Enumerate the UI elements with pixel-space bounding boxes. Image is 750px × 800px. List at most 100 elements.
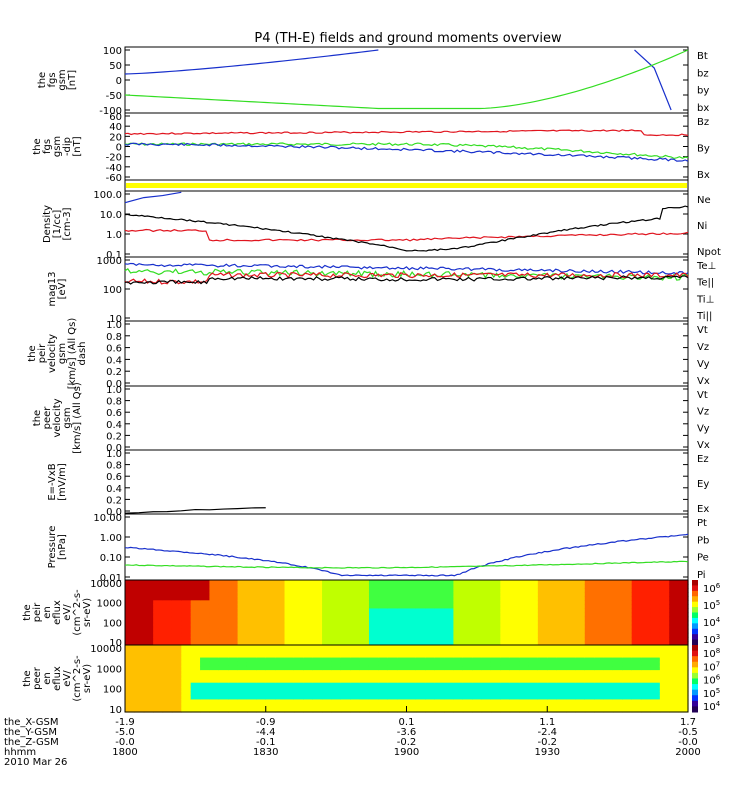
ion-spectrogram-cell xyxy=(397,632,408,638)
ion-spectrogram-cell xyxy=(143,584,154,589)
panel-p10-ylabel: eV/ xyxy=(62,670,73,687)
ion-spectrogram-cell xyxy=(275,632,286,638)
electron-spectrogram-cell xyxy=(246,645,257,650)
ion-spectrogram-cell xyxy=(171,592,182,597)
ion-spectrogram-cell xyxy=(265,616,276,622)
panel-p3-ylabel: [cm-3] xyxy=(62,207,73,240)
electron-spectrogram-cell xyxy=(612,699,623,705)
electron-spectrogram-cell xyxy=(303,682,314,688)
ion-spectrogram-cell xyxy=(622,616,633,622)
ion-spectrogram-cell xyxy=(547,604,558,610)
electron-spectrogram-cell xyxy=(331,707,342,713)
ion-spectrogram-cell xyxy=(547,624,558,630)
electron-spectrogram-cell xyxy=(162,695,173,701)
ion-spectrogram-cell xyxy=(275,636,286,642)
ion-spectrogram-cell xyxy=(556,624,567,630)
electron-spectrogram-cell xyxy=(453,645,464,650)
electron-spectrogram-cell xyxy=(322,682,333,688)
ion-spectrogram-cell xyxy=(256,592,267,597)
panel-p1-ytick-label: -50 xyxy=(106,91,122,102)
ion-spectrogram-cell xyxy=(209,616,220,622)
electron-spectrogram-cell xyxy=(659,707,670,713)
electron-spectrogram-cell xyxy=(500,674,511,680)
electron-spectrogram-cell xyxy=(481,645,492,650)
ion-spectrogram-cell xyxy=(350,580,361,585)
ion-spectrogram-cell xyxy=(528,588,539,593)
ion-spectrogram-cell xyxy=(528,596,539,601)
electron-spectrogram-cell xyxy=(566,678,576,684)
ion-spectrogram-cell xyxy=(209,596,220,601)
ion-spectrogram-cell xyxy=(397,588,408,593)
ion-spectrogram-cell xyxy=(256,632,267,638)
electron-spectrogram-cell xyxy=(415,699,426,705)
panel-p9-ylabel: sr-eV) xyxy=(82,598,93,627)
xaxis-row-label: the_Z-GSM xyxy=(4,737,59,748)
electron-spectrogram-cell xyxy=(350,686,361,692)
electron-spectrogram-cell xyxy=(537,678,548,684)
electron-spectrogram-cell xyxy=(659,703,670,709)
ion-spectrogram-cell xyxy=(509,612,520,618)
ion-spectrogram-cell xyxy=(500,620,511,626)
electron-spectrogram-cell xyxy=(143,661,154,667)
electron-spectrogram-cell xyxy=(134,703,145,709)
electron-spectrogram-cell xyxy=(575,686,586,692)
electron-spectrogram-cell xyxy=(284,695,295,701)
ion-spectrogram-cell xyxy=(209,612,220,618)
electron-spectrogram-cell xyxy=(622,703,633,709)
electron-spectrogram-cell xyxy=(265,657,276,663)
electron-spectrogram-cell xyxy=(312,649,323,654)
electron-spectrogram-cell xyxy=(406,649,417,654)
ion-spectrogram-cell xyxy=(500,600,511,605)
ion-spectrogram-cell xyxy=(190,640,201,646)
electron-spectrogram-cell xyxy=(556,645,567,650)
electron-spectrogram-cell xyxy=(190,657,201,663)
ion-spectrogram-cell xyxy=(434,604,445,610)
electron-spectrogram-cell xyxy=(125,657,135,663)
panel-p9-colorbar-label: 104 xyxy=(703,616,721,629)
electron-spectrogram-cell xyxy=(650,699,661,705)
ion-spectrogram-cell xyxy=(312,604,323,610)
ion-spectrogram-cell xyxy=(237,604,248,610)
ion-spectrogram-cell xyxy=(284,624,295,630)
ion-spectrogram-cell xyxy=(378,584,389,589)
electron-spectrogram-cell xyxy=(453,686,464,692)
electron-spectrogram-cell xyxy=(368,665,379,671)
ion-spectrogram-cell xyxy=(556,628,567,634)
ion-spectrogram-cell xyxy=(378,600,389,605)
ion-spectrogram-cell xyxy=(284,620,295,626)
ion-spectrogram-cell xyxy=(641,580,652,585)
electron-spectrogram-cell xyxy=(181,665,192,671)
ion-spectrogram-cell xyxy=(171,632,182,638)
electron-spectrogram-cell xyxy=(575,674,586,680)
electron-spectrogram-cell xyxy=(256,665,267,671)
electron-spectrogram-cell xyxy=(293,670,304,675)
ion-spectrogram-cell xyxy=(603,636,614,642)
ion-spectrogram-cell xyxy=(256,620,267,626)
ion-spectrogram-cell xyxy=(134,616,145,622)
electron-spectrogram-cell xyxy=(284,653,295,659)
ion-spectrogram-cell xyxy=(575,636,586,642)
electron-spectrogram-cell xyxy=(200,691,211,696)
electron-spectrogram-cell xyxy=(275,657,286,663)
electron-spectrogram-cell xyxy=(397,686,408,692)
ion-spectrogram-cell xyxy=(519,580,530,585)
ion-spectrogram-cell xyxy=(575,632,586,638)
ion-spectrogram-cell xyxy=(293,612,304,618)
ion-spectrogram-cell xyxy=(575,608,586,614)
ion-spectrogram-cell xyxy=(200,636,211,642)
ion-spectrogram-cell xyxy=(669,636,680,642)
ion-spectrogram-cell xyxy=(387,584,398,589)
ion-spectrogram-cell xyxy=(678,624,689,630)
xaxis-value: -0.2 xyxy=(537,737,557,748)
electron-spectrogram-cell xyxy=(425,661,436,667)
ion-spectrogram-cell xyxy=(237,624,248,630)
ion-spectrogram-cell xyxy=(537,584,548,589)
xaxis-row-label: the_Y-GSM xyxy=(4,727,57,738)
ion-spectrogram-cell xyxy=(125,628,135,634)
ion-spectrogram-cell xyxy=(650,608,661,614)
electron-spectrogram-cell xyxy=(519,665,530,671)
ion-spectrogram-cell xyxy=(519,608,530,614)
electron-spectrogram-cell xyxy=(519,691,530,696)
electron-spectrogram-cell xyxy=(340,686,351,692)
electron-spectrogram-cell xyxy=(246,665,257,671)
